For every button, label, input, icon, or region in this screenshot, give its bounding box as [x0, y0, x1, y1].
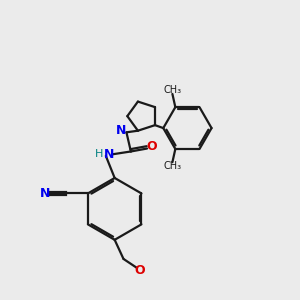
Text: N: N	[116, 124, 127, 137]
Text: N: N	[103, 148, 114, 161]
Text: CH₃: CH₃	[163, 161, 182, 171]
Text: O: O	[134, 264, 145, 277]
Text: H: H	[95, 149, 103, 159]
Text: N: N	[39, 187, 50, 200]
Text: O: O	[147, 140, 158, 153]
Text: CH₃: CH₃	[163, 85, 182, 95]
